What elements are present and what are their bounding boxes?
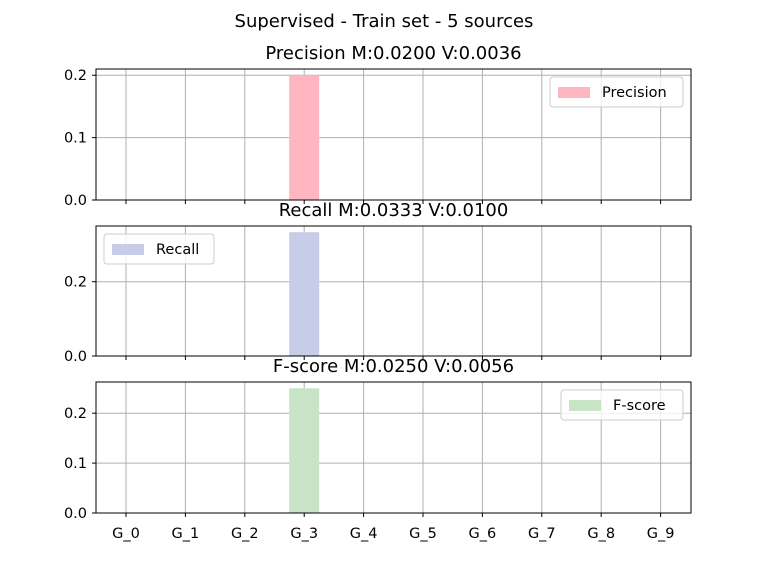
legend-box (560, 389, 684, 421)
y-tick-label: 0.0 (64, 349, 87, 365)
panel-0: Precision M:0.0200 V:0.0036 0.0 0.1 0.2 Prec… (64, 43, 692, 209)
legend-swatch (569, 400, 601, 411)
panel-2: F-score M:0.0250 V:0.0056 0.0 0.1 0.2 G_0 G_1… (64, 356, 692, 542)
y-tick-label: 0.2 (64, 275, 87, 291)
bar-G_3 (289, 388, 320, 513)
y-tick-label: 0.0 (64, 506, 87, 522)
axes-frame (95, 225, 692, 357)
panel-title: Precision M:0.0200 V:0.0036 (265, 43, 521, 64)
panels-group: Precision M:0.0200 V:0.0036 0.0 0.1 0.2 Prec… (64, 43, 692, 542)
x-tick-label: G_9 (647, 526, 675, 542)
bar-G_3 (289, 232, 320, 356)
panel-1: Recall M:0.0333 V:0.0100 0.0 0.2 Recall (64, 200, 692, 365)
legend-swatch (112, 244, 144, 255)
panel-title: F-score M:0.0250 V:0.0056 (273, 356, 514, 377)
x-tick-label: G_8 (587, 526, 615, 542)
y-tick-label: 0.0 (64, 193, 87, 209)
y-tick-label: 0.1 (64, 131, 87, 147)
legend-box (103, 233, 215, 265)
figure-title: Supervised - Train set - 5 sources (235, 11, 534, 32)
y-tick-label: 0.2 (64, 406, 87, 422)
legend-label: Recall (156, 242, 199, 258)
x-tick-label: G_0 (112, 526, 140, 542)
axes-frame (95, 381, 692, 514)
x-tick-label: G_2 (231, 526, 259, 542)
y-tick-label: 0.1 (64, 456, 87, 472)
legend-box (549, 76, 684, 108)
x-tick-label: G_5 (409, 526, 437, 542)
x-tick-label: G_3 (290, 526, 318, 542)
x-tick-label: G_1 (172, 526, 200, 542)
x-tick-label: G_6 (469, 526, 497, 542)
panel-title: Recall M:0.0333 V:0.0100 (279, 200, 509, 221)
axes-frame (95, 68, 692, 201)
x-tick-label: G_7 (528, 526, 556, 542)
legend-label: Precision (602, 85, 667, 101)
x-tick-label: G_4 (350, 526, 378, 542)
legend-swatch (558, 87, 590, 98)
legend-label: F-score (613, 398, 666, 414)
bar-G_3 (289, 75, 320, 200)
y-tick-label: 0.2 (64, 68, 87, 84)
